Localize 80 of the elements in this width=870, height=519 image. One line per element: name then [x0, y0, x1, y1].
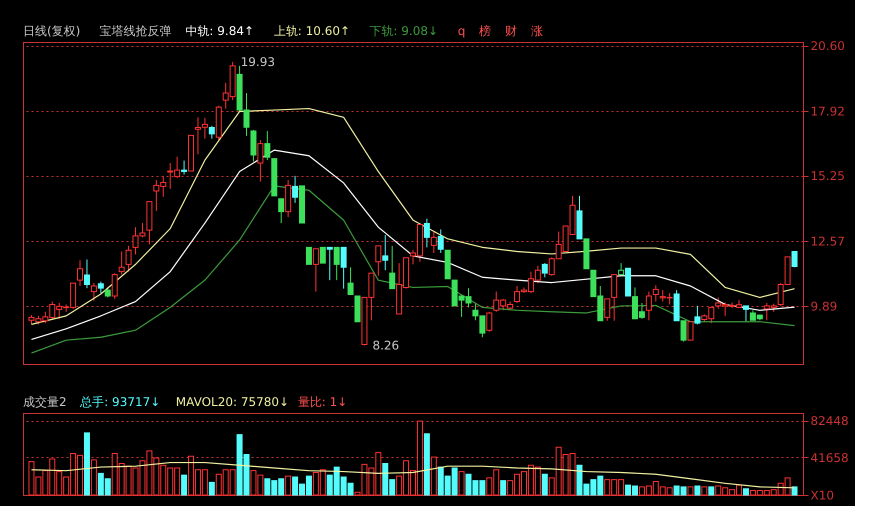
text: 财 [505, 24, 517, 38]
y-tick-label: 9.89 [810, 299, 838, 314]
candlestick [742, 305, 749, 322]
bar [792, 486, 798, 496]
y-tick-label: 20.60 [810, 39, 845, 54]
bar [500, 480, 506, 496]
annotation: 19.93 [240, 54, 275, 69]
candlestick [278, 198, 284, 224]
candlestick [792, 250, 798, 268]
candlestick [604, 298, 610, 322]
candlestick [424, 218, 430, 248]
candlestick [77, 260, 84, 286]
bar [424, 433, 430, 496]
y-tick-label: 17.92 [810, 104, 845, 118]
candlestick [90, 282, 97, 302]
candlestick [486, 311, 492, 332]
candlestick [320, 246, 326, 264]
candlestick [694, 305, 700, 325]
candlestick [340, 246, 347, 290]
line-series [30, 150, 796, 340]
text: 下轨: 9.08↓ [369, 24, 438, 38]
candlestick [348, 266, 354, 295]
y-tick-label: 82448 [810, 414, 849, 428]
candlestick [98, 281, 104, 294]
candlestick [334, 246, 340, 281]
candlestick [84, 259, 90, 289]
candlestick [382, 234, 388, 271]
candlestick [306, 246, 312, 265]
candlestick [112, 272, 118, 300]
text: 涨 [531, 24, 543, 38]
y-tick-label: 15.25 [810, 169, 845, 184]
bar [742, 488, 749, 496]
text: 总手: 93717↓ [79, 395, 160, 409]
chart-subtitle: 宝塔线抢反弹 [99, 24, 172, 38]
bar [542, 474, 548, 496]
candlestick [389, 245, 396, 290]
candlestick [126, 245, 132, 272]
candlestick [542, 262, 548, 278]
candlestick [680, 320, 687, 342]
candlestick [257, 140, 264, 182]
bar [84, 432, 90, 496]
bar [285, 476, 292, 496]
line-series [30, 185, 796, 354]
bar [430, 456, 437, 496]
chart-title: 成交量2 [23, 395, 67, 409]
candlestick [646, 291, 652, 321]
y-tick-label: 41658 [810, 450, 849, 465]
line-series [30, 462, 796, 488]
annotation: 8.26 [372, 338, 400, 353]
candlestick [375, 245, 382, 276]
candlestick [326, 246, 333, 281]
candlestick [118, 250, 125, 276]
bar [208, 482, 215, 496]
candlestick [687, 321, 694, 341]
chart-title: 日线(复权) [23, 24, 80, 38]
bar [687, 486, 694, 496]
bar [694, 485, 700, 496]
candlestick [208, 125, 215, 140]
text: q [458, 24, 466, 38]
text: MAVOL20: 75780↓ [176, 395, 290, 409]
candlestick [438, 228, 444, 254]
candlestick [292, 175, 298, 204]
y-tick-label: X10 [810, 488, 834, 502]
candlestick [312, 248, 319, 292]
candlestick [430, 231, 437, 254]
y-tick-label: 12.57 [810, 234, 845, 248]
text: 量比: 1↓ [298, 395, 348, 409]
text: 榜 [479, 24, 491, 38]
candlestick [264, 130, 270, 161]
text: 上轨: 10.60↑ [274, 24, 350, 38]
bar [181, 474, 188, 496]
candlestick [652, 284, 659, 302]
candlestick [104, 286, 111, 298]
bar [90, 459, 97, 496]
candlestick [181, 160, 188, 175]
text: 中轨: 9.84↑ [185, 24, 254, 38]
line-series [30, 108, 796, 325]
bar [458, 471, 465, 496]
bar [708, 486, 714, 496]
bar [701, 486, 708, 496]
